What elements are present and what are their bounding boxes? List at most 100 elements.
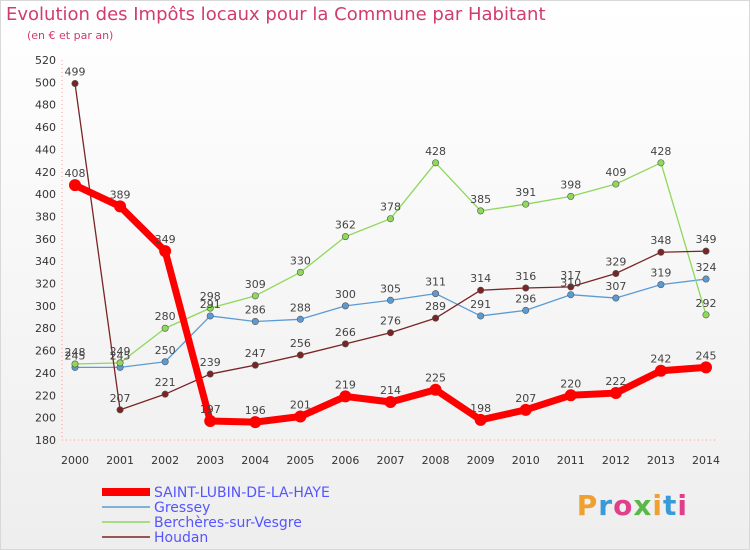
logo-letter: i — [652, 489, 663, 522]
data-point — [700, 361, 712, 374]
y-tick-label: 220 — [35, 389, 56, 402]
data-label: 201 — [290, 399, 311, 412]
data-point — [206, 304, 214, 312]
data-label: 292 — [696, 297, 717, 310]
data-point — [477, 286, 485, 294]
data-label: 349 — [696, 233, 717, 246]
data-point — [702, 247, 710, 255]
y-tick-label: 340 — [35, 255, 56, 268]
data-point — [251, 318, 259, 326]
data-label: 214 — [380, 384, 401, 397]
legend-label: SAINT-LUBIN-DE-LA-HAYE — [154, 485, 330, 501]
x-tick-label: 2010 — [512, 454, 540, 467]
data-label: 317 — [560, 269, 581, 282]
data-label: 319 — [650, 267, 671, 280]
logo-letter: r — [598, 489, 614, 522]
data-point — [612, 294, 620, 302]
data-point — [567, 192, 575, 200]
y-tick-label: 500 — [35, 76, 56, 89]
x-tick-label: 2005 — [286, 454, 314, 467]
data-point — [206, 370, 214, 378]
data-point — [341, 340, 349, 348]
data-point — [522, 200, 530, 208]
data-point — [609, 387, 622, 400]
chart-subtitle: (en € et par an) — [27, 29, 114, 42]
data-point — [429, 383, 442, 396]
chart-title: Evolution des Impôts locaux pour la Comm… — [6, 4, 546, 25]
data-label: 398 — [560, 178, 581, 191]
data-label: 221 — [155, 376, 176, 389]
legend-label: Berchères-sur-Vesgre — [154, 515, 302, 531]
y-tick-label: 260 — [35, 345, 56, 358]
data-point — [116, 406, 124, 414]
x-tick-label: 2006 — [331, 454, 359, 467]
data-label: 310 — [560, 277, 581, 290]
series-lines — [69, 79, 712, 429]
data-point — [296, 315, 304, 323]
data-point — [161, 390, 169, 398]
data-point — [249, 416, 262, 429]
data-point — [386, 296, 394, 304]
data-label: 362 — [335, 219, 356, 232]
proxiti-logo: Proxiti — [577, 489, 688, 522]
data-label: 207 — [110, 392, 131, 405]
data-label: 250 — [155, 344, 176, 357]
data-label: 219 — [335, 378, 356, 391]
y-tick-label: 360 — [35, 233, 56, 246]
y-tick-label: 240 — [35, 367, 56, 380]
data-label: 207 — [515, 392, 536, 405]
data-point — [477, 207, 485, 215]
data-point — [432, 290, 440, 298]
y-tick-label: 480 — [35, 99, 56, 112]
logo-letter: i — [677, 489, 688, 522]
data-label: 314 — [470, 272, 491, 285]
data-point — [71, 360, 79, 368]
data-label: 286 — [245, 304, 266, 317]
logo-letter: P — [576, 489, 599, 522]
data-point — [296, 268, 304, 276]
data-label: 256 — [290, 337, 311, 350]
data-label: 242 — [650, 353, 671, 366]
x-tick-label: 2009 — [467, 454, 495, 467]
data-label: 428 — [425, 145, 446, 158]
data-point — [206, 312, 214, 320]
logo-letter: t — [663, 489, 678, 522]
x-tick-label: 2001 — [106, 454, 134, 467]
data-point — [341, 233, 349, 241]
data-point — [251, 292, 259, 300]
x-tick-label: 2013 — [647, 454, 675, 467]
data-point — [657, 281, 665, 289]
data-point — [294, 410, 307, 423]
data-label: 349 — [155, 233, 176, 246]
y-tick-label: 520 — [35, 54, 56, 67]
y-tick-label: 420 — [35, 166, 56, 179]
data-point — [522, 284, 530, 292]
data-point — [116, 359, 124, 367]
data-point — [159, 245, 172, 258]
y-tick-label: 180 — [35, 434, 56, 447]
data-point — [519, 403, 532, 416]
data-label: 248 — [65, 346, 86, 359]
data-point — [567, 291, 575, 299]
y-tick-label: 380 — [35, 210, 56, 223]
data-point — [386, 215, 394, 223]
data-point — [657, 159, 665, 167]
legend-label: Gressey — [154, 500, 210, 516]
y-tick-label: 320 — [35, 278, 56, 291]
data-label: 291 — [200, 298, 221, 311]
data-point — [339, 390, 352, 403]
data-point — [612, 180, 620, 188]
data-point — [296, 351, 304, 359]
data-label: 296 — [515, 292, 536, 305]
data-label: 198 — [470, 402, 491, 415]
data-label: 348 — [650, 234, 671, 247]
data-label: 288 — [290, 301, 311, 314]
data-point — [341, 302, 349, 310]
data-label: 291 — [470, 298, 491, 311]
data-labels: 245 245 250 291 286 288 300 305 311 291 296 310 307 3… — [65, 65, 717, 417]
data-point — [522, 306, 530, 314]
data-label: 428 — [650, 145, 671, 158]
data-point — [161, 324, 169, 332]
